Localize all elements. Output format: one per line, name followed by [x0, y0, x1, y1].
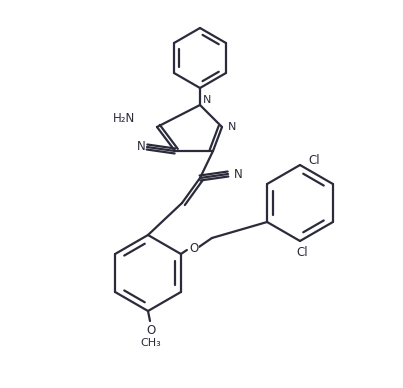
Text: N: N — [234, 168, 242, 180]
Text: O: O — [189, 241, 199, 255]
Text: N: N — [137, 140, 145, 154]
Text: N: N — [203, 95, 211, 105]
Text: N: N — [228, 122, 236, 132]
Text: H₂N: H₂N — [113, 113, 135, 125]
Text: Cl: Cl — [308, 154, 320, 166]
Text: O: O — [146, 324, 156, 338]
Text: Cl: Cl — [296, 246, 308, 260]
Text: CH₃: CH₃ — [141, 338, 161, 348]
